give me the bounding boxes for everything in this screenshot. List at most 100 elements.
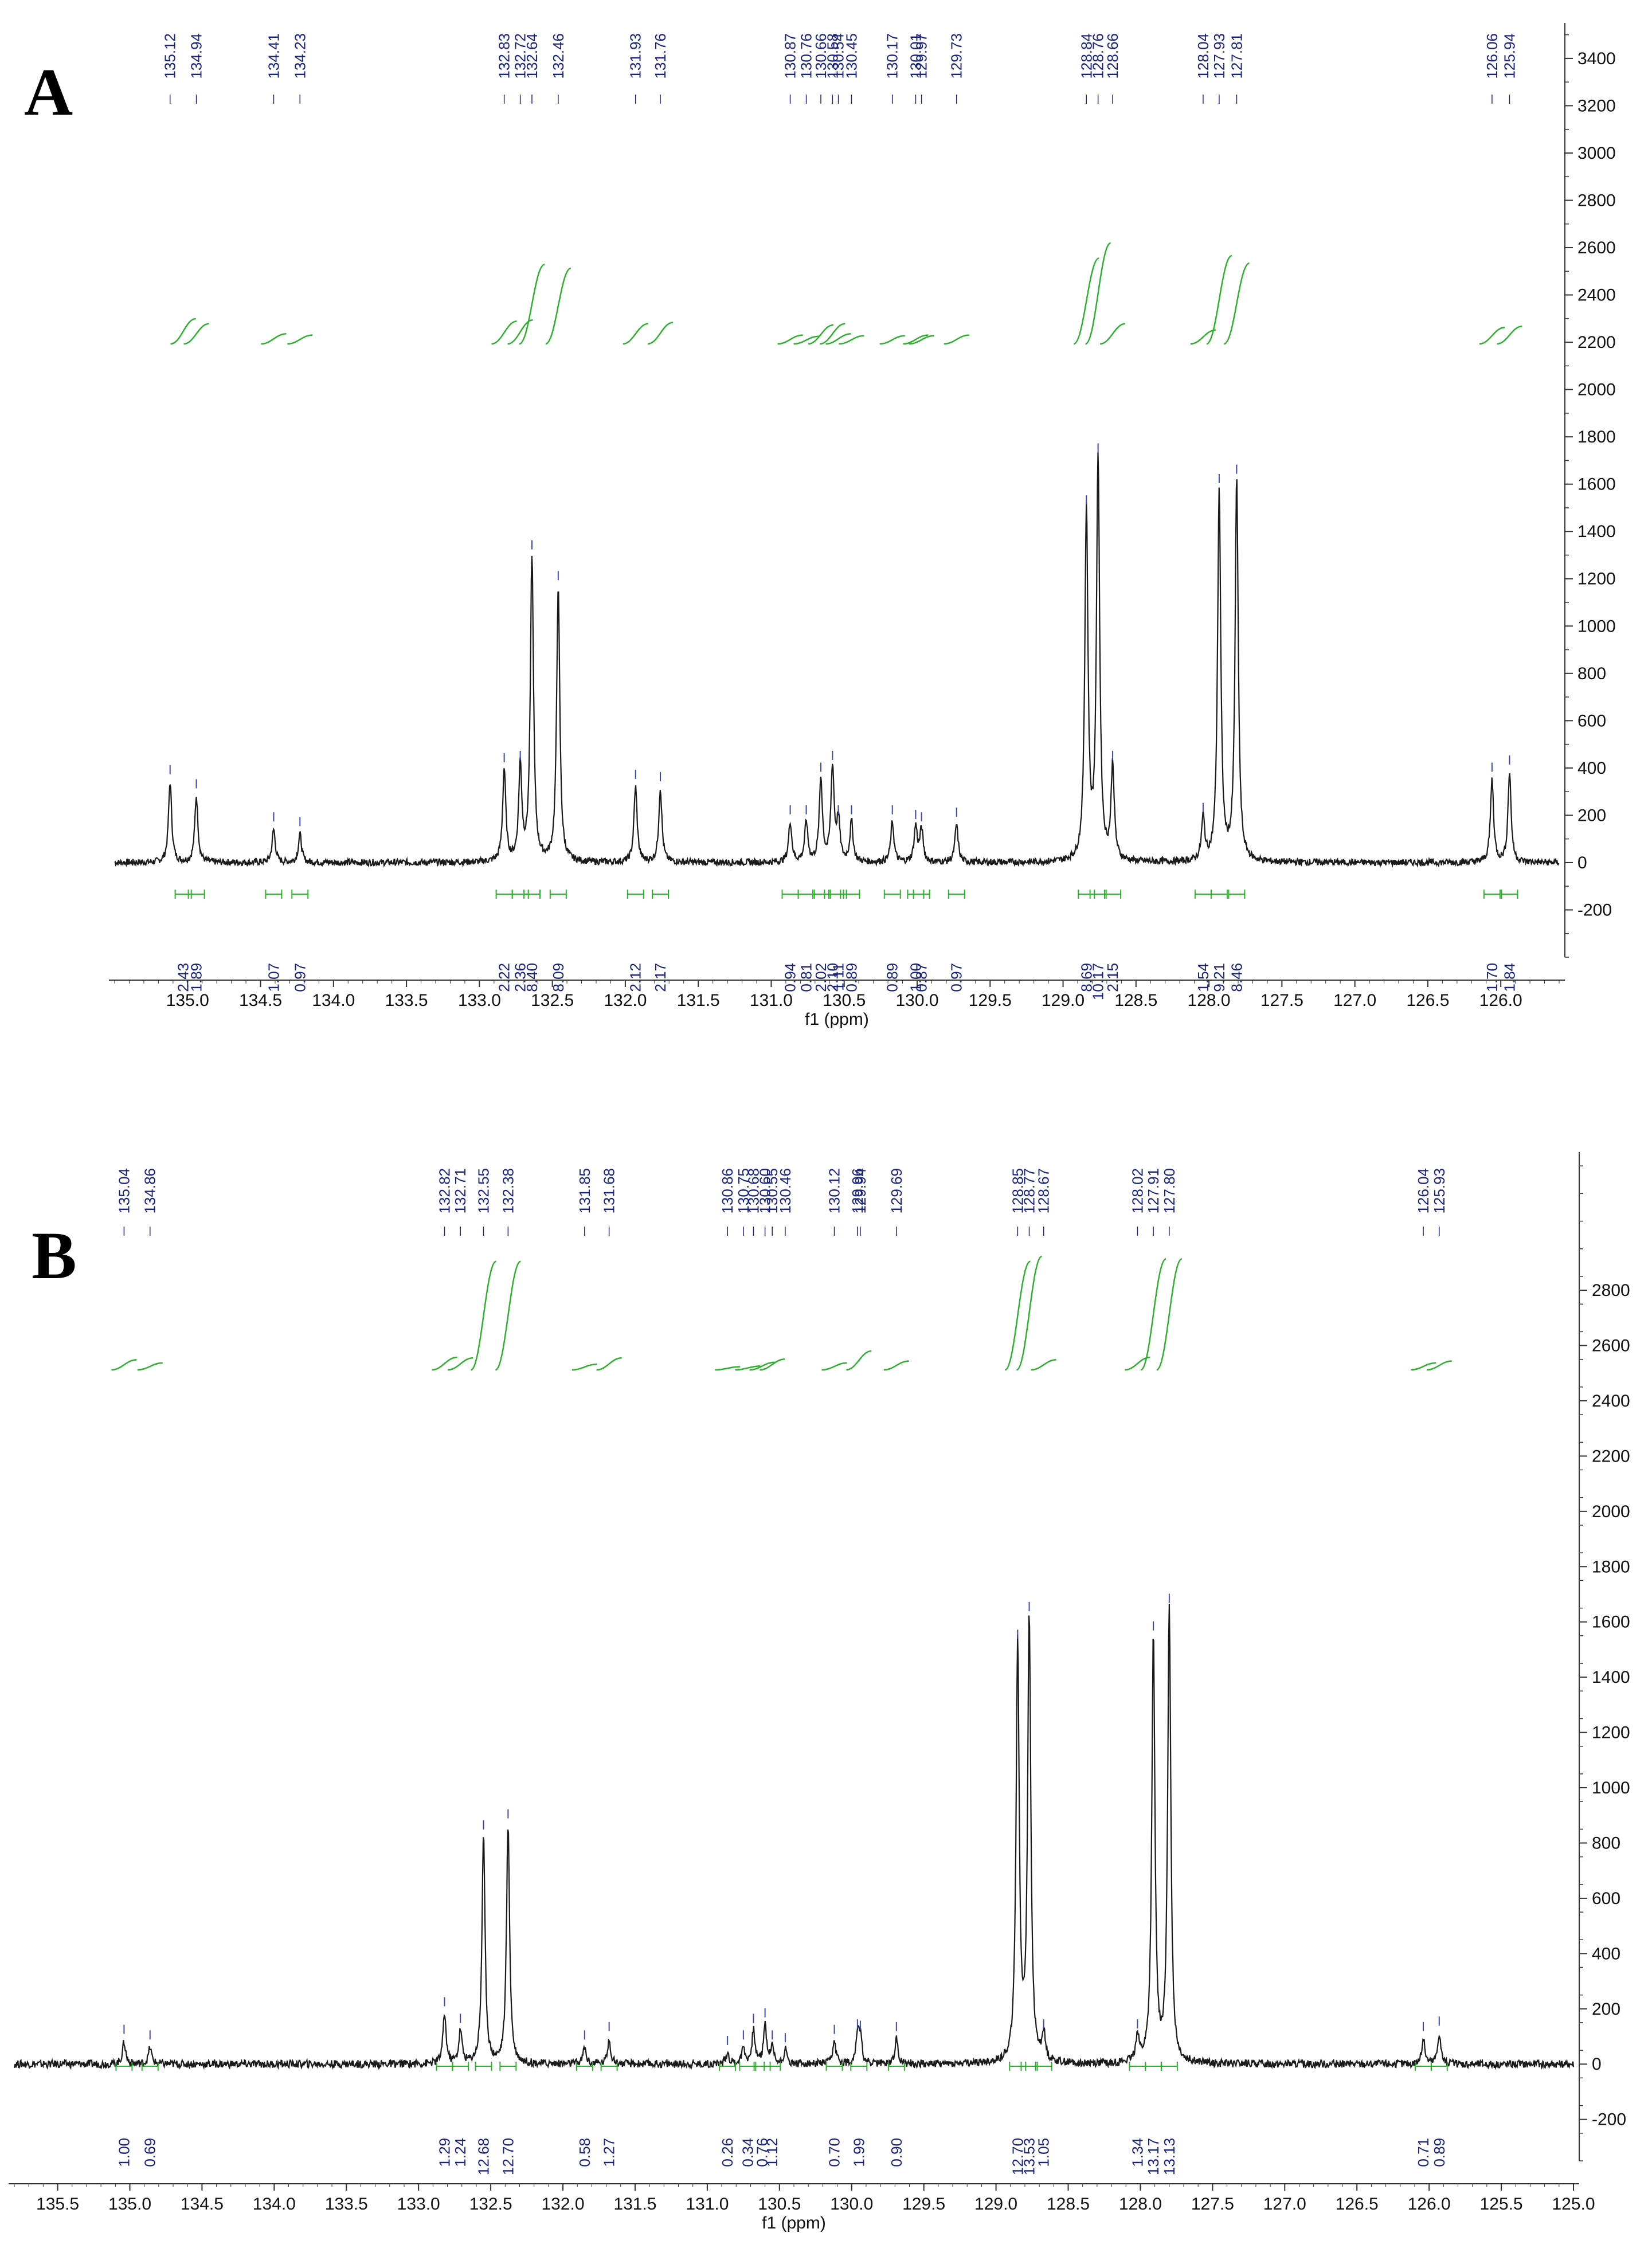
- peak-label: 129.96: [849, 1168, 866, 1214]
- integral-curve: [183, 323, 209, 345]
- integral-curve: [1156, 1258, 1183, 1371]
- y-tick-label: 1800: [1577, 428, 1616, 446]
- integral-value: 0.26: [719, 2138, 736, 2167]
- y-tick-label: 800: [1577, 664, 1606, 683]
- x-tick-label: 132.0: [541, 2195, 584, 2214]
- peak-label: 128.85: [1009, 1168, 1026, 1214]
- integral-value: 0.71: [1415, 2138, 1432, 2167]
- integral-curve: [495, 1260, 521, 1371]
- peak-label: 131.93: [627, 33, 644, 79]
- x-tick-label: 133.5: [325, 2195, 368, 2214]
- x-tick-label: 128.5: [1114, 991, 1157, 1010]
- peak-label: 127.93: [1211, 33, 1228, 79]
- integral-curve: [507, 319, 533, 345]
- peak-label: 130.87: [782, 33, 799, 79]
- integral-value: 1.07: [265, 963, 283, 992]
- integral-value: 1.54: [1195, 963, 1212, 992]
- integral-curve: [1125, 1356, 1150, 1371]
- y-tick-label: 1600: [1592, 1613, 1630, 1632]
- integral-curve: [519, 264, 545, 345]
- y-tick-label: 2600: [1577, 238, 1616, 257]
- integral-value: 1.89: [188, 963, 205, 992]
- y-tick-label: 600: [1592, 1889, 1620, 1908]
- peak-label: 128.02: [1129, 1168, 1146, 1214]
- y-tick-label: 3000: [1577, 144, 1616, 163]
- peak-label: 126.06: [1483, 33, 1501, 79]
- y-tick-label: -200: [1577, 900, 1612, 919]
- integral-curve: [883, 1360, 909, 1371]
- spectrum-trace: [114, 452, 1560, 868]
- integral-curve: [596, 1357, 622, 1371]
- integral-curve: [137, 1362, 163, 1371]
- y-tick-label: 2400: [1577, 286, 1616, 305]
- peak-label: 134.23: [291, 33, 308, 79]
- integral-value: 0.89: [1431, 2138, 1448, 2167]
- peak-label: 131.85: [576, 1168, 593, 1214]
- integral-curve: [793, 335, 819, 345]
- peak-label: 135.12: [162, 33, 179, 79]
- y-tick-label: 400: [1592, 1944, 1620, 1963]
- peak-label: 130.58: [824, 33, 841, 79]
- integral-value: 1.00: [115, 2138, 132, 2167]
- integral-curve: [777, 334, 803, 345]
- x-tick-label: 134.0: [312, 991, 355, 1010]
- integral-curve: [821, 1362, 847, 1371]
- integral-value: 12.70: [499, 2138, 516, 2175]
- x-tick-label: 133.0: [458, 991, 501, 1010]
- peak-label: 127.80: [1161, 1168, 1178, 1214]
- integral-curve: [760, 1358, 785, 1371]
- x-tick-label: 126.0: [1479, 991, 1522, 1010]
- integral-value: 8.09: [550, 963, 567, 992]
- peak-label: 132.38: [499, 1168, 516, 1214]
- peak-label: 130.46: [777, 1168, 794, 1214]
- integral-value: 1.70: [1483, 963, 1501, 992]
- peak-label: 130.17: [884, 33, 901, 79]
- peak-label: 127.91: [1145, 1168, 1162, 1214]
- x-tick-label: 132.5: [469, 2195, 512, 2214]
- integral-value: 0.81: [798, 963, 815, 992]
- integral-curve: [545, 267, 571, 345]
- panel-b: B -200 0 200 400 600 800 1000 1200 1400 1600 1800 2…: [9, 1152, 1630, 2232]
- integral-curve: [1497, 325, 1522, 345]
- x-tick-label: 133.5: [385, 991, 428, 1010]
- peak-label: 128.84: [1078, 33, 1095, 79]
- peak-label: 129.94: [852, 1168, 869, 1214]
- y-tick-label: 0: [1592, 2055, 1602, 2074]
- integral-curve: [820, 323, 845, 345]
- x-tick-label: 132.0: [604, 991, 647, 1010]
- x-tick-label: 131.0: [750, 991, 793, 1010]
- integral-curve: [1004, 1260, 1031, 1371]
- integral-curve: [749, 1361, 775, 1371]
- y-tick-label: 2800: [1577, 191, 1616, 210]
- x-tick-label: 125.0: [1552, 2195, 1595, 2214]
- x-tick-label: 135.5: [36, 2195, 79, 2214]
- integral-value: 1.29: [436, 2138, 453, 2167]
- peak-label: 130.12: [826, 1168, 843, 1214]
- integral-curve: [287, 334, 313, 345]
- integral-value: 2.36: [512, 963, 529, 992]
- integral-curve: [735, 1365, 761, 1371]
- y-tick-label: 2200: [1577, 333, 1616, 352]
- integral-curve: [944, 334, 969, 345]
- integral-curve: [1099, 323, 1126, 345]
- integral-value: 8.46: [1228, 963, 1246, 992]
- y-tick-label: 2000: [1592, 1502, 1630, 1521]
- integral-value: 1.99: [850, 2138, 867, 2167]
- integral-value: 0.97: [948, 963, 965, 992]
- y-tick-label: 0: [1577, 853, 1587, 872]
- x-tick-label: 127.5: [1260, 991, 1303, 1010]
- y-tick-label: 3400: [1577, 49, 1616, 68]
- integral-value: 0.69: [142, 2138, 159, 2167]
- peak-label: 125.93: [1431, 1168, 1448, 1214]
- peak-label: 128.77: [1021, 1168, 1038, 1214]
- integral-value: 0.87: [913, 963, 930, 992]
- integral-curve: [647, 322, 674, 345]
- integral-curve: [839, 335, 864, 345]
- y-tick-label: 800: [1592, 1834, 1620, 1852]
- integral-curve: [715, 1366, 741, 1371]
- integral-value: 0.97: [291, 963, 308, 992]
- integral-value: 2.10: [824, 963, 841, 992]
- y-tick-label: 2200: [1592, 1447, 1630, 1466]
- y-tick-label: 1800: [1592, 1557, 1630, 1576]
